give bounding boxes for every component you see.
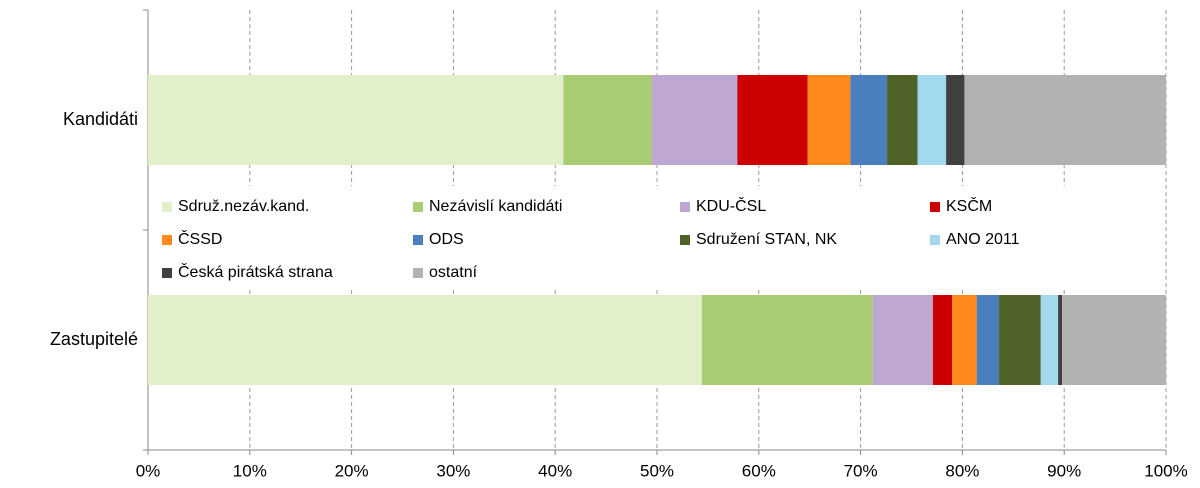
legend-swatch bbox=[413, 235, 423, 245]
x-tick-label: 50% bbox=[640, 461, 674, 480]
legend-label: ODS bbox=[429, 231, 464, 248]
legend-box bbox=[149, 186, 1165, 290]
legend-swatch bbox=[413, 202, 423, 212]
legend-label: KDU-ČSL bbox=[696, 196, 766, 215]
x-tick-label: 10% bbox=[233, 461, 267, 480]
legend-swatch bbox=[930, 202, 940, 212]
x-tick-label: 90% bbox=[1047, 461, 1081, 480]
legend-label: ANO 2011 bbox=[946, 231, 1020, 248]
x-tick-label: 40% bbox=[538, 461, 572, 480]
legend-label: Nezávislí kandidáti bbox=[429, 198, 562, 215]
bar-segment bbox=[1040, 295, 1059, 385]
bar-segment bbox=[932, 295, 953, 385]
y-tick-label: Kandidáti bbox=[63, 109, 138, 129]
bar-segment bbox=[807, 75, 851, 165]
bar-segment bbox=[1062, 295, 1166, 385]
bar-segment bbox=[850, 75, 888, 165]
bar-segment bbox=[701, 295, 873, 385]
bar-segment bbox=[946, 75, 965, 165]
x-tick-label: 30% bbox=[436, 461, 470, 480]
legend-swatch bbox=[162, 202, 172, 212]
legend-swatch bbox=[680, 202, 690, 212]
bar-segment bbox=[872, 295, 933, 385]
x-tick-label: 80% bbox=[945, 461, 979, 480]
legend-swatch bbox=[930, 235, 940, 245]
bar-segment bbox=[148, 75, 564, 165]
bar-segment bbox=[976, 295, 1000, 385]
legend-swatch bbox=[162, 235, 172, 245]
x-tick-label: 0% bbox=[136, 461, 161, 480]
bar-segment bbox=[999, 295, 1041, 385]
bar-segment bbox=[563, 75, 652, 165]
bar-segment bbox=[737, 75, 808, 165]
bar-segment bbox=[148, 295, 702, 385]
bar-segment bbox=[887, 75, 918, 165]
legend-swatch bbox=[680, 235, 690, 245]
bar-segment bbox=[952, 295, 977, 385]
x-tick-label: 70% bbox=[844, 461, 878, 480]
bar-segment bbox=[651, 75, 738, 165]
legend-label: Česká pirátská strana bbox=[178, 262, 333, 281]
bar-segment bbox=[964, 75, 1166, 165]
x-tick-label: 60% bbox=[742, 461, 776, 480]
legend-swatch bbox=[413, 268, 423, 278]
legend-label: Sdruž.nezáv.kand. bbox=[178, 198, 309, 215]
bar-segment bbox=[1058, 295, 1063, 385]
legend-label: KSČM bbox=[946, 196, 992, 215]
x-tick-label: 20% bbox=[335, 461, 369, 480]
legend-label: ostatní bbox=[429, 264, 478, 281]
legend-swatch bbox=[162, 268, 172, 278]
bar-segment bbox=[917, 75, 947, 165]
y-tick-label: Zastupitelé bbox=[50, 329, 138, 349]
legend-label: Sdružení STAN, NK bbox=[696, 231, 837, 248]
x-tick-label: 100% bbox=[1144, 461, 1187, 480]
legend-label: ČSSD bbox=[178, 229, 222, 248]
